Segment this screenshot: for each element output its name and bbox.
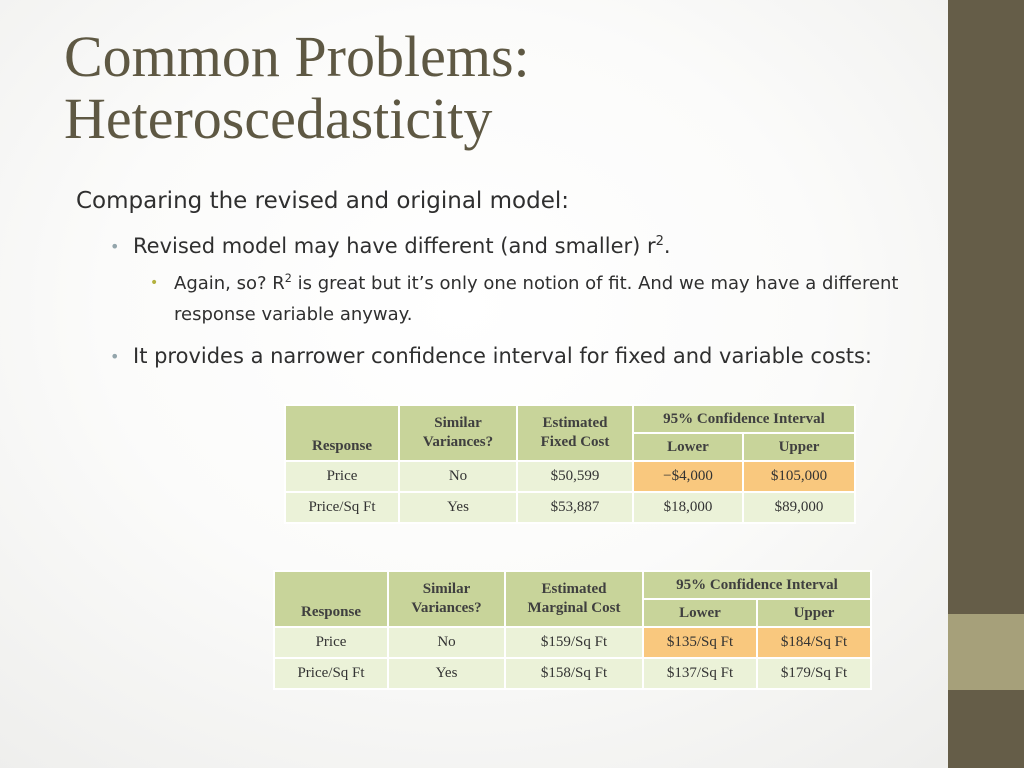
cell-lower: $135/Sq Ft	[644, 628, 756, 657]
header-line: Fixed Cost	[540, 434, 610, 450]
sub-bullet-post: is great but it’s only one notion of fit…	[174, 273, 899, 325]
table-row: Price No $159/Sq Ft $135/Sq Ft $184/Sq F…	[275, 628, 870, 657]
bullet-dot-icon: •	[110, 237, 120, 256]
table-row: Price/Sq Ft Yes $158/Sq Ft $137/Sq Ft $1…	[275, 659, 870, 688]
cell-similar: Yes	[389, 659, 504, 688]
title-line-2: Heteroscedasticity	[64, 86, 493, 151]
cell-response: Price/Sq Ft	[286, 493, 398, 522]
header-lower: Lower	[644, 600, 756, 626]
table-row: Price No $50,599 −$4,000 $105,000	[286, 462, 854, 491]
sub-bullet-dot-icon: •	[150, 275, 159, 291]
cell-response: Price	[275, 628, 387, 657]
cell-similar: Yes	[400, 493, 516, 522]
header-response: Response	[286, 406, 398, 460]
bullet-dot-icon: •	[110, 347, 120, 366]
fixed-cost-table: Response Similar Variances? Estimated Fixe…	[284, 404, 856, 524]
header-line: Variances?	[422, 434, 494, 450]
bullet-revised-model: • Revised model may have different (and …	[110, 230, 900, 263]
cell-similar: No	[389, 628, 504, 657]
cell-similar: No	[400, 462, 516, 491]
cell-upper: $179/Sq Ft	[758, 659, 870, 688]
header-line: Marginal Cost	[527, 600, 621, 616]
header-lower: Lower	[634, 434, 742, 460]
superscript: 2	[284, 272, 292, 285]
header-similar-variances: Similar Variances?	[389, 572, 504, 626]
sub-bullet-r-squared: • Again, so? R2 is great but it’s only o…	[150, 268, 900, 330]
cell-upper: $105,000	[744, 462, 854, 491]
sub-bullet-text: Again, so? R2 is great but it’s only one…	[150, 268, 900, 330]
decorative-sidebar	[948, 0, 1024, 768]
header-line: Variances?	[411, 600, 482, 616]
header-response: Response	[275, 572, 387, 626]
marginal-cost-table: Response Similar Variances? Estimated Marg…	[273, 570, 872, 690]
bullet-confidence-interval: • It provides a narrower confidence inte…	[110, 340, 900, 373]
cell-lower: $18,000	[634, 493, 742, 522]
bullet-main-text: Revised model may have different (and sm…	[133, 234, 656, 258]
bullet-text: Revised model may have different (and sm…	[110, 230, 900, 263]
level1-text: Comparing the revised and original model…	[76, 188, 569, 214]
header-line: Similar	[422, 581, 471, 597]
header-line: Similar	[434, 415, 482, 431]
header-line: Estimated	[542, 415, 608, 431]
superscript: 2	[655, 234, 664, 249]
cell-upper: $184/Sq Ft	[758, 628, 870, 657]
title-line-1: Common Problems:	[64, 24, 530, 89]
cell-estimate: $53,887	[518, 493, 632, 522]
cell-upper: $89,000	[744, 493, 854, 522]
cell-lower: −$4,000	[634, 462, 742, 491]
bullet-suffix: .	[663, 234, 671, 258]
bullet-text: It provides a narrower confidence interv…	[133, 344, 873, 368]
header-similar-variances: Similar Variances?	[400, 406, 516, 460]
header-confidence-interval: 95% Confidence Interval	[634, 406, 854, 432]
sub-bullet-pre: Again, so? R	[174, 273, 285, 294]
slide-title: Common Problems: Heteroscedasticity	[64, 26, 924, 150]
header-upper: Upper	[758, 600, 870, 626]
cell-lower: $137/Sq Ft	[644, 659, 756, 688]
header-estimated-fixed-cost: Estimated Fixed Cost	[518, 406, 632, 460]
sidebar-accent-band	[948, 614, 1024, 690]
cell-response: Price/Sq Ft	[275, 659, 387, 688]
header-estimated-marginal-cost: Estimated Marginal Cost	[506, 572, 642, 626]
cell-response: Price	[286, 462, 398, 491]
cell-estimate: $158/Sq Ft	[506, 659, 642, 688]
header-upper: Upper	[744, 434, 854, 460]
cell-estimate: $50,599	[518, 462, 632, 491]
header-line: Estimated	[541, 581, 607, 597]
table-row: Price/Sq Ft Yes $53,887 $18,000 $89,000	[286, 493, 854, 522]
cell-estimate: $159/Sq Ft	[506, 628, 642, 657]
header-confidence-interval: 95% Confidence Interval	[644, 572, 870, 598]
